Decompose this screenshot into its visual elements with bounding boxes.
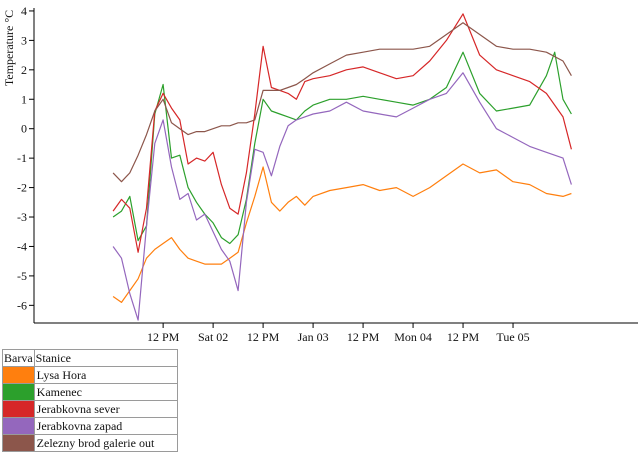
series-line-3 bbox=[112, 13, 572, 253]
x-tick-label: 12 PM bbox=[347, 330, 380, 344]
x-tick-label: Tue 05 bbox=[496, 330, 529, 344]
legend-swatch bbox=[2, 383, 35, 401]
y-tick-label: -5 bbox=[17, 269, 27, 283]
y-tick-label: -6 bbox=[17, 298, 27, 312]
legend-swatch bbox=[2, 400, 35, 418]
legend-row: Kamenec bbox=[2, 383, 178, 401]
y-tick-label: 3 bbox=[21, 33, 27, 47]
series-line-4 bbox=[112, 72, 572, 321]
y-tick-label: -2 bbox=[17, 181, 27, 195]
series-line-5 bbox=[112, 22, 572, 183]
temperature-chart: -6 -5 -4 -3 -2 -1 0 1 2 3 4 12 PM Sat 02 12 PM Jan 03 1… bbox=[2, 4, 638, 344]
x-tick-label: 12 PM bbox=[247, 330, 280, 344]
legend-header-station: Stanice bbox=[33, 349, 178, 367]
legend-row: Jerabkovna sever bbox=[2, 400, 178, 418]
y-tick-label: -1 bbox=[17, 151, 27, 165]
x-tick-label: Jan 03 bbox=[298, 330, 329, 344]
legend-swatch bbox=[2, 366, 35, 384]
x-tick-label: Mon 04 bbox=[394, 330, 432, 344]
legend-station-name: Jerabkovna sever bbox=[33, 400, 178, 418]
y-tick-label: 1 bbox=[21, 92, 27, 106]
x-tick-label: 12 PM bbox=[147, 330, 180, 344]
legend-row: Lysa Hora bbox=[2, 366, 178, 384]
series-lines bbox=[112, 13, 572, 321]
legend-station-name: Zelezny brod galerie out bbox=[33, 434, 178, 452]
legend-swatch bbox=[2, 417, 35, 435]
x-tick-label: 12 PM bbox=[447, 330, 480, 344]
legend-header-row: Barva Stanice bbox=[2, 349, 178, 367]
x-tick-label: Sat 02 bbox=[198, 330, 228, 344]
legend-station-name: Lysa Hora bbox=[33, 366, 178, 384]
legend-swatch bbox=[2, 434, 35, 452]
legend-header-color: Barva bbox=[2, 349, 35, 367]
legend-station-name: Jerabkovna zapad bbox=[33, 417, 178, 435]
legend-row: Jerabkovna zapad bbox=[2, 417, 178, 435]
legend-row: Zelezny brod galerie out bbox=[2, 434, 178, 452]
y-tick-label: 0 bbox=[21, 122, 27, 136]
y-tick-label: 2 bbox=[21, 63, 27, 77]
y-tick-label: -3 bbox=[17, 210, 27, 224]
axes: -6 -5 -4 -3 -2 -1 0 1 2 3 4 12 PM Sat 02 12 PM Jan 03 1… bbox=[17, 4, 638, 344]
y-tick-label: 4 bbox=[21, 4, 27, 18]
y-axis-label: Temperature °C bbox=[2, 10, 16, 86]
series-line-2 bbox=[112, 51, 572, 245]
y-tick-label: -4 bbox=[17, 239, 27, 253]
legend-table: Barva Stanice Lysa Hora Kamenec Jerabkovna… bbox=[2, 349, 178, 452]
series-line-1 bbox=[112, 163, 572, 303]
legend-station-name: Kamenec bbox=[33, 383, 178, 401]
